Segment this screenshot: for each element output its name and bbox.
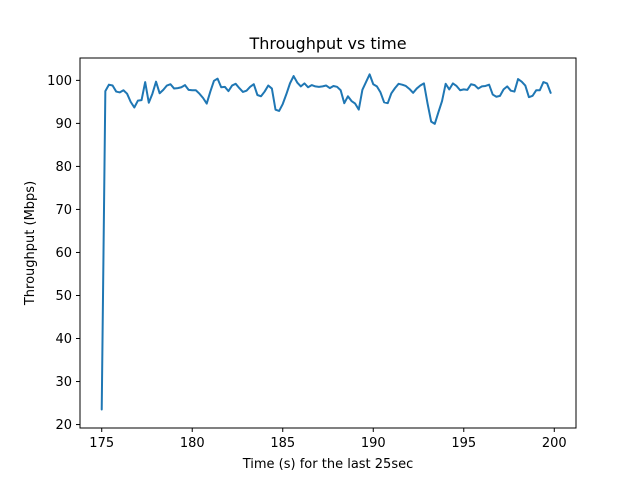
y-axis-ticks: 20 30 40 50 60 70 80 90 100 <box>47 74 80 433</box>
y-tick-label: 50 <box>55 289 72 304</box>
x-tick-label: 180 <box>180 436 205 451</box>
y-tick-label: 100 <box>47 74 72 89</box>
x-tick-label: 175 <box>89 436 114 451</box>
x-axis-label: Time (s) for the last 25sec <box>242 457 414 472</box>
x-axis-ticks: 175 180 185 190 195 200 <box>89 428 567 451</box>
y-tick-label: 80 <box>55 160 72 175</box>
x-tick-label: 195 <box>451 436 476 451</box>
y-tick-label: 40 <box>55 332 72 347</box>
y-tick-label: 60 <box>55 246 72 261</box>
y-tick-label: 90 <box>55 117 72 132</box>
x-tick-label: 200 <box>542 436 567 451</box>
y-tick-label: 30 <box>55 375 72 390</box>
y-axis-label: Throughput (Mbps) <box>23 181 38 306</box>
y-tick-label: 20 <box>55 418 72 433</box>
x-tick-label: 185 <box>270 436 295 451</box>
chart-title: Throughput vs time <box>248 34 406 53</box>
plot-frame <box>79 57 577 429</box>
throughput-series-line <box>100 73 552 411</box>
y-tick-label: 70 <box>55 203 72 218</box>
series-line-group <box>100 73 552 411</box>
x-tick-label: 190 <box>361 436 386 451</box>
